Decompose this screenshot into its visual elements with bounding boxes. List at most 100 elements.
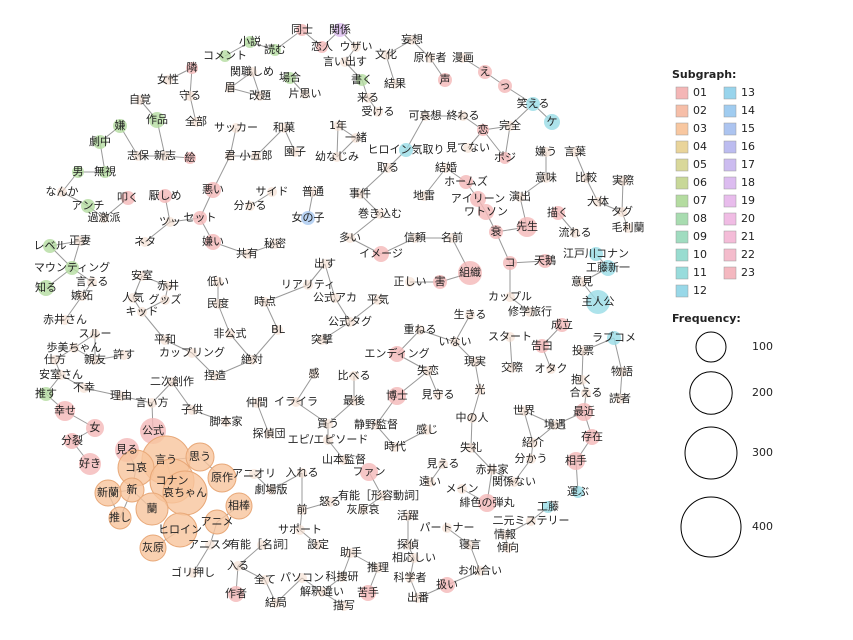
node bbox=[607, 331, 621, 345]
node-label: 緋色の弾丸 bbox=[460, 495, 515, 509]
node-label: イメージ bbox=[359, 247, 403, 260]
node-label: 恋人 bbox=[311, 39, 333, 53]
legend-label: 08 bbox=[693, 212, 707, 225]
node bbox=[162, 512, 198, 548]
node bbox=[422, 425, 432, 435]
node-label: 見守る bbox=[422, 387, 455, 401]
node bbox=[55, 401, 75, 421]
node bbox=[313, 540, 323, 550]
legend-label: 15 bbox=[741, 122, 755, 135]
node bbox=[363, 93, 373, 103]
legend-swatch bbox=[675, 230, 689, 244]
node bbox=[317, 587, 327, 597]
node-label: サッカー bbox=[214, 121, 258, 134]
node-label: 声 bbox=[440, 72, 451, 86]
edge bbox=[229, 87, 261, 97]
node bbox=[57, 187, 67, 197]
node-label: 終わる bbox=[447, 108, 480, 122]
edge bbox=[120, 395, 153, 404]
node-label: 失礼 bbox=[460, 440, 482, 454]
node-label: 推理 bbox=[367, 560, 389, 574]
node-label: 理由 bbox=[110, 388, 132, 402]
edge bbox=[423, 167, 447, 197]
node bbox=[419, 191, 429, 201]
node bbox=[433, 390, 443, 400]
edge bbox=[385, 39, 413, 56]
node-label: ファン bbox=[353, 465, 386, 478]
legend-swatch bbox=[723, 248, 737, 262]
node-label: 捏造 bbox=[204, 368, 226, 382]
node-label: 巻き込む bbox=[358, 207, 402, 220]
node bbox=[572, 486, 584, 498]
node-label: コメント bbox=[203, 49, 247, 62]
node-label: 大体 bbox=[587, 194, 609, 208]
edge bbox=[270, 472, 303, 491]
node bbox=[410, 233, 420, 243]
node bbox=[526, 516, 536, 526]
node bbox=[317, 335, 327, 345]
node-label: 不幸 bbox=[73, 381, 95, 394]
node-label: ヒロイン気取り bbox=[368, 142, 445, 156]
legend-swatch bbox=[675, 266, 689, 280]
node bbox=[405, 277, 415, 287]
node-label: 全部 bbox=[185, 114, 207, 128]
frequency-label: 200 bbox=[752, 386, 773, 399]
legend-label: 01 bbox=[693, 86, 707, 99]
edge bbox=[359, 167, 389, 195]
node-label: コ bbox=[505, 256, 516, 269]
node-label: 許す bbox=[113, 348, 135, 361]
node bbox=[339, 601, 349, 611]
node bbox=[405, 573, 415, 583]
node bbox=[403, 511, 413, 521]
node bbox=[133, 151, 143, 161]
subgraph-legend-title: Subgraph: bbox=[672, 68, 736, 81]
node bbox=[487, 465, 497, 475]
node bbox=[617, 367, 627, 377]
node-label: 工藤 bbox=[537, 500, 559, 513]
legend-swatch bbox=[675, 176, 689, 190]
node-label: 分かう bbox=[515, 452, 548, 465]
node bbox=[225, 151, 235, 161]
node-label: 結婚 bbox=[435, 160, 457, 174]
node bbox=[458, 261, 482, 285]
frequency-label: 300 bbox=[752, 446, 773, 459]
node bbox=[279, 123, 289, 133]
legend-swatch bbox=[675, 212, 689, 226]
node bbox=[333, 23, 347, 37]
edge bbox=[327, 400, 355, 425]
node-label: 有能［形容動詞］ bbox=[338, 488, 426, 502]
node-label: ゴリ押し bbox=[171, 565, 215, 579]
node bbox=[75, 236, 85, 246]
node-label: 場合 bbox=[279, 70, 301, 84]
node bbox=[581, 388, 591, 398]
node bbox=[147, 398, 157, 408]
node bbox=[458, 111, 468, 121]
node bbox=[77, 291, 87, 301]
node bbox=[330, 293, 340, 303]
node bbox=[458, 53, 468, 63]
node bbox=[575, 403, 593, 421]
node bbox=[466, 443, 476, 453]
edge bbox=[229, 333, 253, 361]
node-label: 幼なじみ bbox=[315, 150, 359, 163]
node-label: 科捜研 bbox=[326, 569, 359, 583]
node bbox=[108, 506, 132, 530]
node-label: 投票 bbox=[572, 343, 594, 357]
node bbox=[442, 523, 452, 533]
edge bbox=[509, 336, 513, 369]
node-label: 安室さん bbox=[39, 367, 83, 381]
node-label: 読者 bbox=[609, 391, 631, 405]
node bbox=[346, 548, 356, 558]
node-label: 赤井家 bbox=[476, 462, 509, 476]
node bbox=[303, 280, 313, 290]
node bbox=[332, 152, 342, 162]
node-label: 嫉妬 bbox=[71, 288, 93, 302]
node bbox=[333, 121, 343, 131]
node bbox=[210, 371, 220, 381]
node-label: 比べる bbox=[338, 369, 371, 382]
edge bbox=[385, 54, 396, 85]
node-label: 寝言 bbox=[459, 537, 481, 551]
frequency-circle bbox=[680, 496, 742, 558]
node-label: 親友 bbox=[84, 352, 106, 366]
edge bbox=[336, 125, 339, 158]
